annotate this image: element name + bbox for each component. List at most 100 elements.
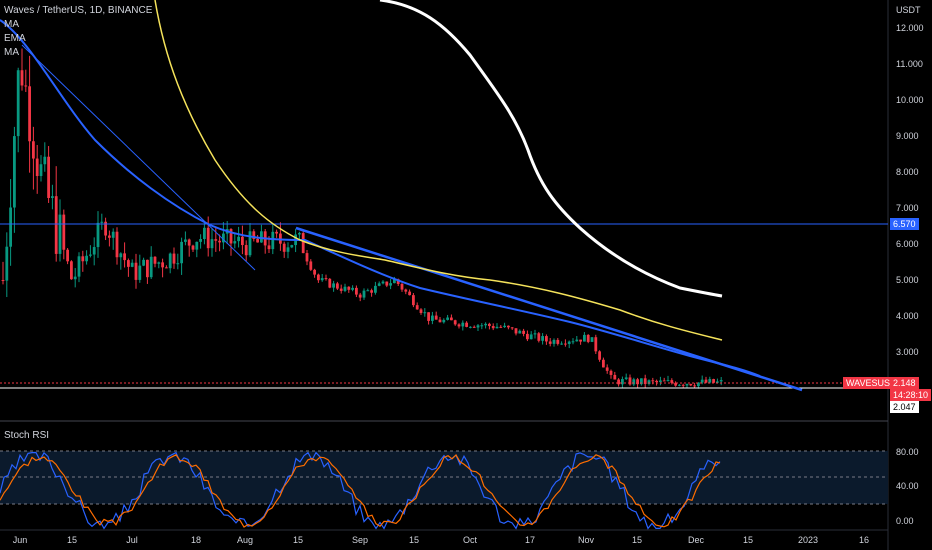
candle-body (286, 247, 290, 252)
candle-body (598, 351, 601, 360)
candle-body (605, 367, 609, 371)
time-tick-label: 15 (293, 535, 303, 545)
candle-body (146, 259, 149, 278)
low-price-badge: 2.047 (890, 401, 919, 413)
candle-body (210, 239, 214, 249)
price-tick-label: 10.000 (896, 95, 924, 105)
candle-body (533, 333, 537, 335)
candle-body (484, 323, 487, 326)
candle-body (400, 283, 404, 290)
candle-body (469, 326, 472, 328)
candle-body (123, 253, 126, 261)
thin-trendline (21, 44, 256, 271)
candle-body (358, 294, 362, 298)
candlestick-series (1, 48, 723, 389)
candle-body (153, 256, 157, 264)
rsi-tick-label: 0.00 (896, 516, 914, 526)
candle-body (62, 214, 66, 250)
candle-body (252, 231, 256, 239)
candle-body (108, 235, 111, 238)
candle-body (81, 256, 85, 262)
candle-body (613, 374, 617, 380)
candle-body (92, 247, 96, 255)
candle-body (119, 253, 123, 258)
candle-body (643, 378, 647, 384)
candle-body (446, 317, 449, 320)
stoch-rsi-d-line (0, 454, 721, 528)
candle-body (184, 239, 187, 242)
price-axis[interactable]: 12.000 11.000 10.000 9.000 8.000 7.000 6.000 5.… (896, 23, 924, 357)
candle-body (104, 221, 107, 236)
candle-body (248, 231, 252, 256)
candle-body (377, 283, 381, 286)
rsi-tick-label: 80.00 (896, 447, 919, 457)
time-tick-label: 18 (191, 535, 201, 545)
candle-body (415, 305, 419, 310)
last-price-badge: 2.148 (890, 377, 919, 389)
candle-body (165, 267, 168, 269)
candle-body (431, 315, 434, 321)
candle-body (472, 326, 476, 328)
indicator-ma-1[interactable]: MA (4, 19, 19, 30)
candle-body (127, 260, 130, 267)
candle-body (339, 288, 343, 291)
candle-body (453, 320, 457, 325)
candle-body (343, 286, 347, 291)
candle-body (396, 279, 400, 284)
rsi-title[interactable]: Stoch RSI (4, 430, 50, 441)
candle-body (628, 377, 632, 385)
candle-body (507, 325, 510, 328)
candle-body (419, 309, 423, 313)
time-tick-label: 15 (67, 535, 77, 545)
candle-body (47, 156, 50, 198)
candle-body (77, 256, 81, 277)
candle-body (670, 380, 674, 383)
candle-body (567, 341, 571, 344)
candle-body (442, 319, 446, 323)
candle-body (461, 322, 465, 327)
time-tick-label: Jul (126, 535, 138, 545)
candle-body (9, 207, 12, 247)
candle-body (457, 324, 461, 327)
candle-body (39, 164, 43, 177)
candle-body (222, 233, 225, 243)
time-tick-label: Dec (688, 535, 705, 545)
candle-body (275, 231, 278, 234)
candle-body (586, 334, 590, 342)
indicator-ema[interactable]: EMA (4, 33, 26, 44)
candle-body (241, 236, 244, 246)
candle-body (66, 249, 69, 262)
candle-body (602, 359, 605, 368)
candle-body (73, 276, 77, 280)
candle-body (28, 86, 31, 142)
candle-body (256, 238, 259, 243)
candle-body (301, 233, 305, 254)
candle-body (514, 328, 518, 334)
candle-body (450, 317, 453, 321)
candle-body (320, 278, 324, 281)
time-tick-label: Nov (578, 535, 595, 545)
candle-body (510, 327, 514, 329)
candle-body (351, 287, 354, 290)
candle-body (282, 243, 286, 252)
price-tick-label: 11.000 (896, 59, 923, 69)
candle-body (142, 259, 145, 266)
candle-body (58, 214, 62, 254)
candle-body (214, 239, 218, 241)
candle-body (96, 222, 100, 248)
candle-body (491, 326, 495, 329)
candle-body (195, 241, 199, 250)
candle-body (374, 285, 377, 293)
time-axis[interactable]: Jun 15 Jul 18 Aug 15 Sep 15 Oct 17 Nov 15 Dec 15 2023 1… (13, 535, 869, 545)
candle-body (13, 136, 16, 208)
time-tick-label: Sep (352, 535, 368, 545)
candle-body (583, 334, 586, 342)
candle-body (412, 295, 415, 306)
indicator-ma-2[interactable]: MA (4, 47, 19, 58)
candle-body (100, 221, 104, 223)
candle-body (499, 326, 503, 328)
candle-body (134, 262, 138, 280)
candle-body (305, 253, 309, 262)
candle-body (560, 343, 563, 345)
